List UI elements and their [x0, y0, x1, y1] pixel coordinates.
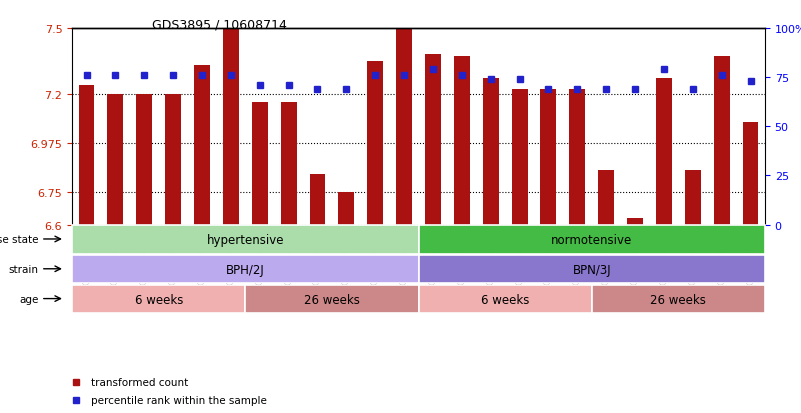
- Bar: [598, 171, 614, 225]
- Bar: [425, 55, 441, 225]
- Bar: [107, 94, 123, 225]
- Bar: [72, 226, 418, 254]
- Text: 26 weeks: 26 weeks: [650, 293, 706, 306]
- Bar: [194, 66, 210, 225]
- Bar: [72, 256, 418, 284]
- Bar: [72, 285, 245, 313]
- Bar: [396, 29, 412, 225]
- Text: hypertensive: hypertensive: [207, 233, 284, 247]
- Bar: [714, 57, 730, 225]
- Text: 6 weeks: 6 weeks: [135, 293, 183, 306]
- Text: transformed count: transformed count: [91, 377, 188, 387]
- Text: disease state: disease state: [0, 235, 38, 244]
- Bar: [368, 62, 383, 225]
- Text: age: age: [19, 294, 38, 304]
- Bar: [483, 79, 499, 225]
- Bar: [418, 256, 765, 284]
- Text: strain: strain: [9, 264, 38, 274]
- Bar: [743, 123, 759, 225]
- Bar: [252, 103, 268, 225]
- Bar: [541, 90, 557, 225]
- Bar: [570, 90, 586, 225]
- Text: 26 weeks: 26 weeks: [304, 293, 360, 306]
- Text: 6 weeks: 6 weeks: [481, 293, 529, 306]
- Text: GDS3895 / 10608714: GDS3895 / 10608714: [152, 19, 287, 31]
- Bar: [280, 103, 296, 225]
- Text: BPH/2J: BPH/2J: [226, 263, 264, 276]
- Bar: [338, 192, 354, 225]
- Text: normotensive: normotensive: [551, 233, 632, 247]
- Bar: [685, 171, 701, 225]
- Text: percentile rank within the sample: percentile rank within the sample: [91, 396, 267, 406]
- Bar: [656, 79, 672, 225]
- Bar: [512, 90, 528, 225]
- Bar: [78, 85, 95, 225]
- Bar: [245, 285, 418, 313]
- Bar: [454, 57, 469, 225]
- Bar: [165, 94, 181, 225]
- Bar: [309, 175, 325, 225]
- Bar: [136, 94, 152, 225]
- Text: BPN/3J: BPN/3J: [573, 263, 611, 276]
- Bar: [592, 285, 765, 313]
- Bar: [418, 285, 592, 313]
- Bar: [627, 218, 643, 225]
- Bar: [223, 29, 239, 225]
- Bar: [418, 226, 765, 254]
